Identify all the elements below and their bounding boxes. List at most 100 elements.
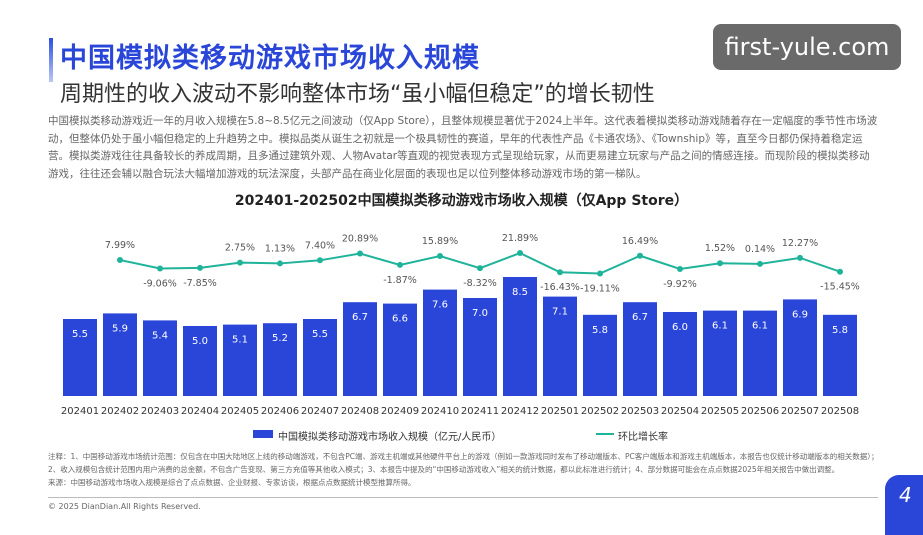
- growth-point: [597, 270, 603, 277]
- bar-value-label: 6.1: [712, 321, 728, 332]
- x-tick-label: 202504: [661, 406, 699, 417]
- growth-point: [797, 254, 803, 261]
- x-tick-label: 202408: [341, 406, 379, 417]
- page-title: 中国模拟类移动游戏市场收入规模: [60, 43, 480, 74]
- growth-label: 7.99%: [105, 240, 135, 251]
- notes-text: 注释：1、中国移动游戏市场统计范围：仅包含在中国大陆地区上线的移动端游戏，不包含…: [48, 452, 879, 474]
- x-tick-label: 202506: [741, 406, 779, 417]
- bar: [143, 320, 177, 396]
- growth-point: [717, 260, 723, 267]
- bar: [223, 324, 257, 396]
- growth-point: [397, 261, 403, 268]
- legend-bar-label: 中国模拟类移动游戏市场收入规模（亿元/人民币）: [278, 432, 502, 443]
- bar: [743, 310, 777, 396]
- growth-point: [197, 264, 203, 271]
- x-tick-label: 202409: [381, 406, 419, 417]
- growth-point: [157, 265, 163, 272]
- bar-value-label: 5.9: [112, 323, 128, 334]
- x-tick-label: 202402: [101, 406, 139, 417]
- x-tick-label: 202410: [421, 406, 459, 417]
- growth-label: 12.27%: [782, 238, 818, 249]
- growth-label: 21.89%: [502, 233, 538, 244]
- bar: [823, 314, 857, 396]
- bar-value-label: 5.8: [832, 325, 848, 336]
- bar: [103, 313, 137, 396]
- growth-label: 1.13%: [265, 243, 295, 254]
- growth-label: -16.43%: [540, 282, 580, 293]
- growth-point: [517, 250, 523, 257]
- bar: [303, 319, 337, 396]
- x-tick-label: 202505: [701, 406, 739, 417]
- growth-point: [357, 250, 363, 257]
- growth-point: [677, 265, 683, 272]
- x-tick-label: 202401: [61, 406, 99, 417]
- x-tick-label: 202403: [141, 406, 179, 417]
- x-tick-label: 202507: [781, 406, 819, 417]
- legend-line-swatch: [596, 433, 614, 435]
- x-tick-label: 202508: [821, 406, 859, 417]
- bar-value-label: 5.4: [152, 330, 168, 341]
- growth-point: [237, 259, 243, 266]
- bar-value-label: 6.6: [392, 314, 408, 325]
- bar-value-label: 8.5: [512, 287, 528, 298]
- growth-label: 16.49%: [622, 236, 658, 247]
- growth-point: [117, 257, 123, 264]
- x-tick-label: 202503: [621, 406, 659, 417]
- growth-label: 1.52%: [705, 243, 735, 254]
- x-tick-label: 202404: [181, 406, 219, 417]
- bar: [503, 277, 537, 396]
- growth-point: [557, 269, 563, 276]
- bar-value-label: 7.6: [432, 300, 448, 311]
- bar-value-label: 5.5: [72, 329, 88, 340]
- source-text: 来源：中国移动游戏市场收入规模是综合了点点数据、企业财报、专家访谈，根据点点数据…: [48, 478, 416, 487]
- bar: [663, 312, 697, 396]
- growth-point: [317, 257, 323, 264]
- title-accent: [49, 38, 53, 82]
- growth-label: -15.45%: [820, 282, 860, 293]
- x-tick-label: 202406: [261, 406, 299, 417]
- x-tick-label: 202412: [501, 406, 539, 417]
- growth-label: -9.06%: [143, 279, 177, 290]
- growth-point: [437, 253, 443, 260]
- growth-label: 20.89%: [342, 234, 378, 245]
- growth-point: [637, 252, 643, 259]
- bar-value-label: 7.0: [472, 308, 488, 319]
- bar-value-label: 6.7: [352, 312, 368, 323]
- x-tick-label: 202502: [581, 406, 619, 417]
- bar: [63, 319, 97, 396]
- bar-value-label: 6.9: [792, 309, 808, 320]
- x-tick-label: 202501: [541, 406, 579, 417]
- legend-bar-swatch: [253, 430, 273, 438]
- bar: [343, 302, 377, 396]
- bar: [183, 326, 217, 396]
- bar: [703, 310, 737, 396]
- notes: 注释：1、中国移动游戏市场统计范围：仅包含在中国大陆地区上线的移动端游戏，不包含…: [48, 450, 883, 489]
- chart-title: 202401-202502中国模拟类移动游戏市场收入规模（仅App Store）: [234, 193, 689, 209]
- growth-label: -9.92%: [663, 279, 697, 290]
- bar-value-label: 6.0: [672, 322, 688, 333]
- growth-point: [837, 268, 843, 275]
- growth-point: [477, 265, 483, 272]
- growth-point: [757, 260, 763, 267]
- summary-paragraph: 中国模拟类移动游戏近一年的月收入规模在5.8~8.5亿元之间波动（仅App St…: [48, 115, 878, 180]
- bar-value-label: 5.1: [232, 335, 248, 346]
- page-subtitle: 周期性的收入波动不影响整体市场“虽小幅但稳定”的增长韧性: [60, 82, 655, 107]
- bar: [583, 314, 617, 396]
- bar: [783, 299, 817, 396]
- divider: [48, 497, 878, 498]
- growth-label: 7.40%: [305, 240, 335, 251]
- bar: [263, 323, 297, 396]
- legend-line-label: 环比增长率: [618, 432, 668, 443]
- bar-value-label: 5.0: [192, 336, 208, 347]
- bar: [623, 302, 657, 396]
- growth-label: -7.85%: [183, 278, 217, 289]
- bar: [423, 289, 457, 396]
- watermark: first-yule.com: [713, 24, 901, 70]
- x-tick-label: 202407: [301, 406, 339, 417]
- bar-value-label: 5.5: [312, 329, 328, 340]
- bar-value-label: 6.7: [632, 312, 648, 323]
- growth-label: 0.14%: [745, 244, 775, 255]
- bar-value-label: 6.1: [752, 321, 768, 332]
- growth-label: 2.75%: [225, 243, 255, 254]
- bar: [543, 296, 577, 396]
